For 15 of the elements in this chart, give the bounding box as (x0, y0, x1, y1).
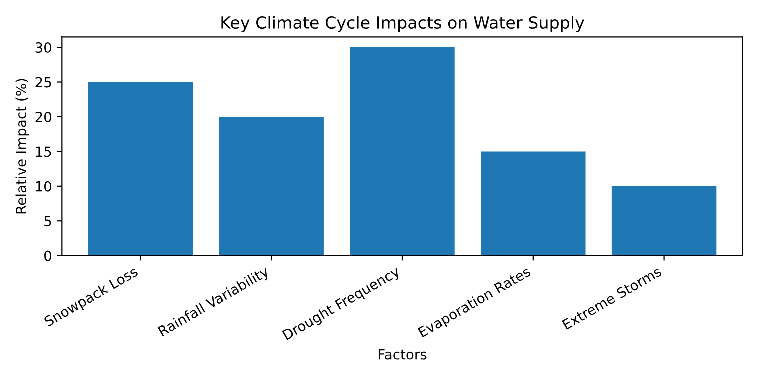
bar (481, 152, 586, 256)
y-tick-label: 25 (36, 77, 52, 88)
y-tick-label: 10 (36, 181, 52, 192)
bar (350, 48, 455, 256)
bar (219, 116, 324, 256)
y-tick-label: 5 (44, 216, 52, 227)
y-tick-label: 30 (36, 42, 52, 54)
y-tick-label: 0 (44, 250, 52, 262)
bar (612, 186, 717, 256)
y-axis-title: Relative Impact (%) (16, 79, 30, 214)
y-tick-label: 20 (36, 112, 52, 122)
x-axis-title: Factors (378, 349, 427, 360)
bar (88, 82, 194, 256)
chart-title: Key Climate Cycle Impacts on Water Supply (222, 16, 584, 32)
y-tick-label: 15 (36, 146, 52, 158)
